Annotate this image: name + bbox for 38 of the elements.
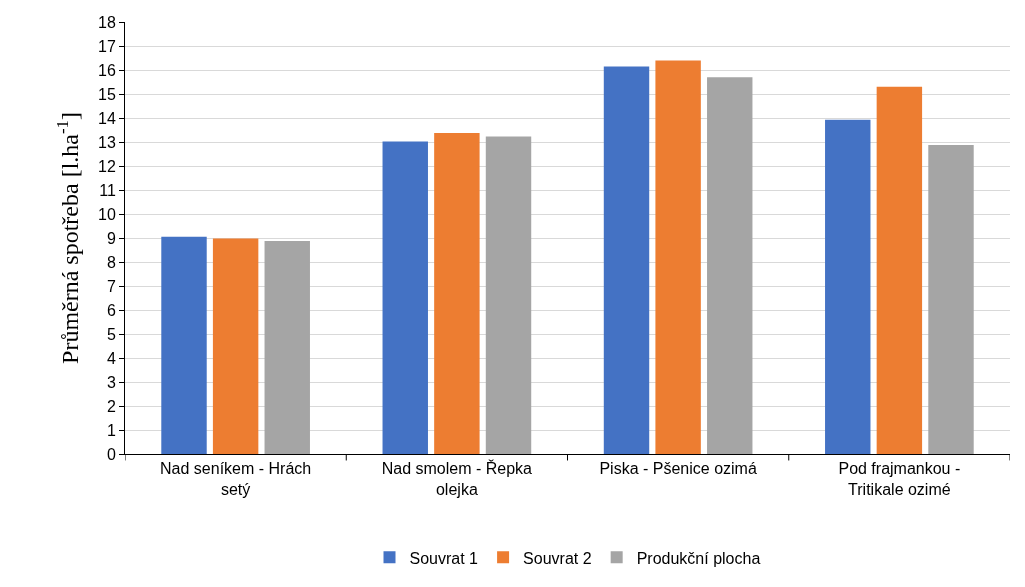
y-tick-label: 16 <box>98 61 116 79</box>
x-tick-label: Pod frajmankou - Tritikale ozimé <box>838 460 961 498</box>
bar <box>825 119 871 454</box>
x-tick-label: Nad seníkem - Hrách setý <box>160 460 312 498</box>
y-tick-label: 12 <box>98 157 116 175</box>
y-tick-label: 6 <box>106 301 116 319</box>
x-tick-label: Piska - Pšenice ozimá <box>599 460 757 478</box>
y-tick-label: 18 <box>98 13 116 31</box>
legend-label: Produkční plocha <box>636 549 761 567</box>
y-tick-label: 3 <box>106 373 116 391</box>
y-tick-label: 17 <box>98 37 116 55</box>
bar <box>212 238 259 454</box>
bar <box>382 141 428 454</box>
y-tick-label: 11 <box>99 181 116 199</box>
y-tick-label: 13 <box>98 133 116 151</box>
y-tick-label: 15 <box>98 85 116 103</box>
bar <box>876 86 923 454</box>
bar <box>485 136 532 454</box>
y-tick-label: 9 <box>106 229 116 247</box>
y-tick-label: 2 <box>106 397 116 415</box>
legend-label: Souvrat 1 <box>409 549 479 567</box>
y-tick-label: 1 <box>106 421 116 439</box>
bar <box>707 77 753 454</box>
bar <box>264 240 310 454</box>
bar <box>434 133 480 454</box>
bar <box>603 66 650 454</box>
x-tick-label: Nad smolem - Řepka olejka <box>381 459 533 498</box>
y-tick-label: 14 <box>98 109 116 127</box>
bar <box>928 145 974 454</box>
y-tick-label: 10 <box>98 205 116 223</box>
y-tick-label: 4 <box>106 349 116 367</box>
bar <box>161 236 207 454</box>
y-tick-label: 5 <box>106 325 116 343</box>
legend-label: Souvrat 2 <box>523 549 592 567</box>
y-tick-label: 0 <box>106 445 116 463</box>
y-tick-label: 7 <box>106 277 116 295</box>
y-tick-label: 8 <box>106 253 116 271</box>
bar <box>655 60 701 454</box>
